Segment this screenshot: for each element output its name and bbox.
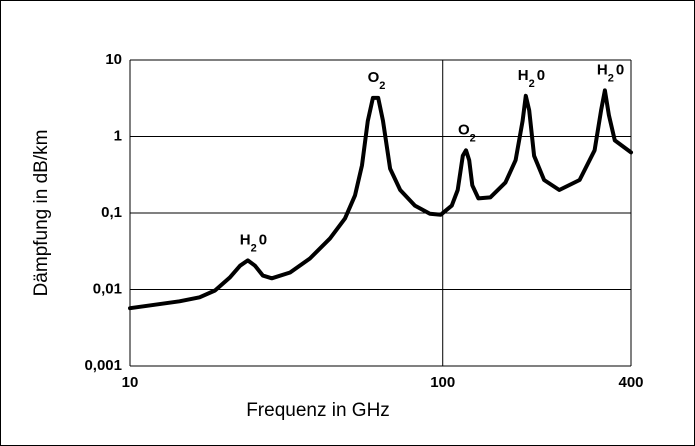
peak-label-sub: 2 xyxy=(608,72,614,84)
y-tick-label: 0,01 xyxy=(93,280,122,297)
y-tick-label: 0,001 xyxy=(84,357,122,374)
peak-label-text: H xyxy=(240,231,251,248)
peak-label: H2 0 xyxy=(597,61,624,84)
peak-label-text: H xyxy=(597,61,608,78)
peak-label-text: O xyxy=(458,121,470,138)
y-tick-label: 1 xyxy=(114,127,122,144)
peak-label-tail: 0 xyxy=(616,61,624,78)
peak-label-text: O xyxy=(368,69,380,86)
peak-label: O2 xyxy=(368,69,386,92)
peak-label-sub: 2 xyxy=(251,242,257,254)
peak-label-sub: 2 xyxy=(379,80,385,92)
peak-label-tail: 0 xyxy=(259,231,267,248)
y-tick-label: 0,1 xyxy=(101,204,122,221)
y-tick-label: 10 xyxy=(105,51,122,68)
x-axis-label: Frequenz in GHz xyxy=(246,400,390,421)
peak-label-sub: 2 xyxy=(470,132,476,144)
peak-label: H2 0 xyxy=(240,231,267,254)
peak-label: H2 0 xyxy=(518,67,545,90)
peak-label-text: H xyxy=(518,67,529,84)
peak-label: O2 xyxy=(458,121,476,144)
peak-label-sub: 2 xyxy=(529,78,535,90)
y-axis-label: Dämpfung in dB/km xyxy=(31,130,52,297)
x-tick-label: 100 xyxy=(430,374,455,391)
x-tick-label: 400 xyxy=(618,374,643,391)
x-tick-label: 10 xyxy=(122,374,139,391)
data-line xyxy=(128,88,633,311)
peak-label-tail: 0 xyxy=(537,67,545,84)
